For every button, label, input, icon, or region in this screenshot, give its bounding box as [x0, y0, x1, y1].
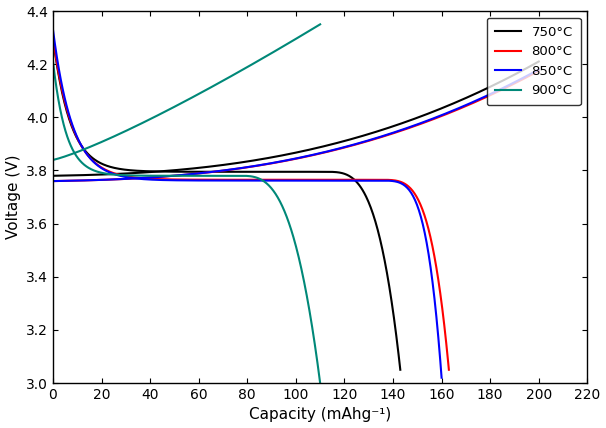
Y-axis label: Voltage (V): Voltage (V) [5, 155, 21, 239]
X-axis label: Capacity (mAhg⁻¹): Capacity (mAhg⁻¹) [249, 407, 391, 422]
Legend: 750°C, 800°C, 850°C, 900°C: 750°C, 800°C, 850°C, 900°C [487, 18, 581, 105]
